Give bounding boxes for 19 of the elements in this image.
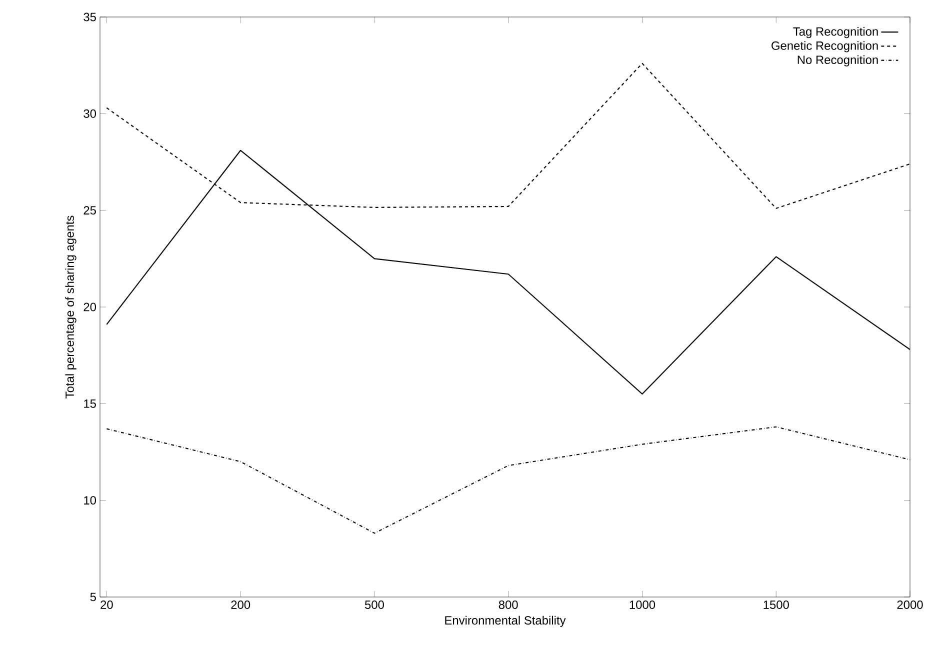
x-axis-title: Environmental Stability: [445, 616, 566, 627]
y-tick-label: 10: [84, 496, 96, 505]
x-tick-label: 1000: [630, 600, 656, 609]
y-tick-label: 15: [84, 400, 96, 408]
x-tick-label: 2000: [897, 600, 923, 609]
x-tick-label: 200: [231, 600, 250, 609]
y-tick-label: 35: [84, 12, 96, 22]
x-tick-label: 20: [100, 600, 113, 609]
y-tick-label: 25: [84, 206, 96, 215]
x-tick-label: 500: [364, 600, 384, 609]
legend-label: No Recognition: [798, 55, 878, 66]
y-axis-title: Total percentage of sharing agents: [65, 216, 76, 398]
y-tick-label: 20: [84, 302, 96, 312]
x-tick-label: 800: [498, 600, 518, 609]
legend-label: Tag Recognition: [793, 26, 878, 38]
y-tick-label: 30: [84, 109, 96, 118]
y-tick-label: 5: [90, 592, 96, 602]
legend-label: Genetic Recognition: [772, 41, 878, 52]
x-tick-label: 1500: [764, 600, 789, 609]
